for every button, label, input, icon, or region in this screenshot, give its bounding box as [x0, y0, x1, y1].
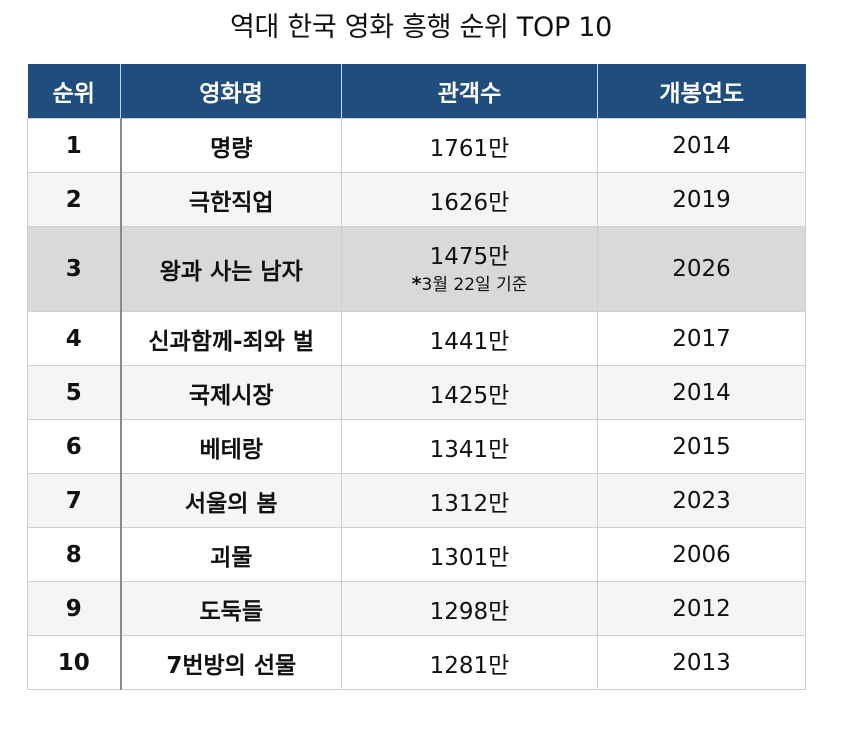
- rank-cell: 6: [27, 419, 122, 474]
- year-cell: 2017: [597, 311, 806, 366]
- audience-cell: 1425만: [341, 365, 598, 420]
- movie-cell: 괴물: [120, 527, 342, 582]
- ranking-table-container: 순위 영화명 관객수 개봉연도 1 명량 1761만 2014 2 극한직업 1…: [27, 64, 806, 690]
- audience-cell: 1626만: [341, 172, 598, 227]
- header-audience: 관객수: [341, 64, 598, 119]
- audience-cell: 1475만 *3월 22일 기준: [341, 226, 598, 312]
- table-row-highlighted: 3 왕과 사는 남자 1475만 *3월 22일 기준 2026: [27, 226, 806, 312]
- year-cell: 2012: [597, 581, 806, 636]
- page-title: 역대 한국 영화 흥행 순위 TOP 10: [230, 12, 612, 43]
- rank-cell: 4: [27, 311, 122, 366]
- movie-cell: 도둑들: [120, 581, 342, 636]
- year-cell: 2015: [597, 419, 806, 474]
- movie-cell: 명량: [120, 118, 342, 173]
- movie-cell: 베테랑: [120, 419, 342, 474]
- rank-cell: 9: [27, 581, 122, 636]
- rank-cell: 8: [27, 527, 122, 582]
- year-cell: 2006: [597, 527, 806, 582]
- rank-cell: 3: [27, 226, 122, 312]
- audience-cell: 1441만: [341, 311, 598, 366]
- table-row: 9 도둑들 1298만 2012: [27, 581, 806, 636]
- movie-cell: 극한직업: [120, 172, 342, 227]
- audience-footnote: *3월 22일 기준: [342, 273, 597, 296]
- year-cell: 2023: [597, 473, 806, 528]
- rank-cell: 2: [27, 172, 122, 227]
- table-row: 1 명량 1761만 2014: [27, 118, 806, 173]
- table-row: 6 베테랑 1341만 2015: [27, 419, 806, 474]
- audience-value: 1475만: [429, 243, 510, 270]
- rank-cell: 7: [27, 473, 122, 528]
- movie-cell: 국제시장: [120, 365, 342, 420]
- movie-cell: 7번방의 선물: [120, 635, 342, 690]
- header-year: 개봉연도: [597, 64, 806, 119]
- header-rank: 순위: [27, 64, 121, 119]
- movie-cell: 서울의 봄: [120, 473, 342, 528]
- table-row: 8 괴물 1301만 2006: [27, 527, 806, 582]
- table-row: 7 서울의 봄 1312만 2023: [27, 473, 806, 528]
- footnote-asterisk: *: [411, 272, 422, 295]
- movie-cell: 신과함께-죄와 벌: [120, 311, 342, 366]
- table-row: 2 극한직업 1626만 2019: [27, 172, 806, 227]
- header-movie: 영화명: [120, 64, 342, 119]
- movie-cell: 왕과 사는 남자: [120, 226, 342, 312]
- year-cell: 2014: [597, 365, 806, 420]
- audience-cell: 1761만: [341, 118, 598, 173]
- audience-cell: 1312만: [341, 473, 598, 528]
- table-header-row: 순위 영화명 관객수 개봉연도: [27, 64, 806, 119]
- audience-cell: 1281만: [341, 635, 598, 690]
- year-cell: 2019: [597, 172, 806, 227]
- year-cell: 2014: [597, 118, 806, 173]
- table-row: 5 국제시장 1425만 2014: [27, 365, 806, 420]
- year-cell: 2026: [597, 226, 806, 312]
- rank-cell: 1: [27, 118, 122, 173]
- table-row: 4 신과함께-죄와 벌 1441만 2017: [27, 311, 806, 366]
- audience-cell: 1341만: [341, 419, 598, 474]
- year-cell: 2013: [597, 635, 806, 690]
- table-row: 10 7번방의 선물 1281만 2013: [27, 635, 806, 690]
- audience-cell: 1298만: [341, 581, 598, 636]
- footnote-text: 3월 22일 기준: [421, 274, 528, 295]
- ranking-table: 순위 영화명 관객수 개봉연도 1 명량 1761만 2014 2 극한직업 1…: [27, 64, 806, 690]
- rank-cell: 10: [27, 635, 122, 690]
- rank-cell: 5: [27, 365, 122, 420]
- audience-cell: 1301만: [341, 527, 598, 582]
